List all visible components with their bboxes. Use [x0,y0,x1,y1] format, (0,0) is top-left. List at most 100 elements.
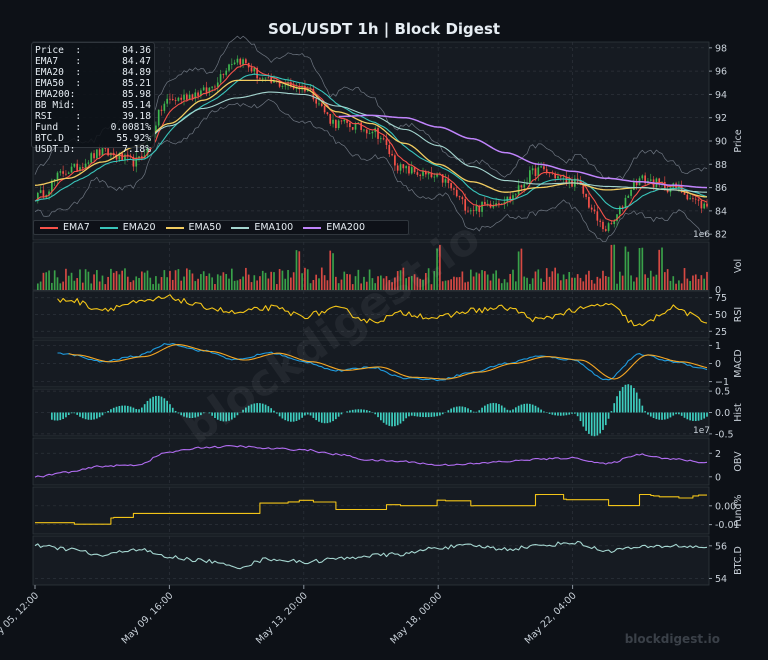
hist-offset-label: 1e7 [693,426,710,436]
volume-bar [459,277,461,290]
hist-bar [658,413,660,420]
volume-bar [701,275,703,290]
info-row: Price :84.36 [35,45,151,56]
hist-bar [284,413,286,421]
rsi-ylabel: RSI [733,307,744,322]
volume-bar [189,270,191,290]
volume-bar [93,274,95,290]
volume-bar [43,273,45,290]
hist-bar [433,413,435,417]
hist-bar [571,413,573,414]
candle-body [411,167,413,173]
hist-bar [439,413,441,416]
hist-bar [515,407,517,412]
candle-body [40,190,42,193]
candle-body [633,181,635,190]
hist-bar [79,413,81,417]
hist-bar [161,397,163,413]
volume-bar [48,270,50,290]
hist-ylabel: Hist [733,403,744,422]
hist-bar [582,413,584,427]
volume-bar [656,275,658,290]
candle-body [473,210,475,211]
candle-body [262,78,264,79]
candle-body [76,164,78,171]
volume-bar [155,276,157,290]
candle-body [529,170,531,182]
candle-body [343,120,345,122]
volume-bar [304,268,306,290]
hist-bar [405,413,407,419]
volume-bar [335,277,337,290]
candle-body [220,74,222,82]
candle-body [630,190,632,196]
candle-body [237,59,239,63]
volume-bar [582,281,584,290]
hist-bar [327,413,329,424]
candle-body [57,173,59,180]
candle-body [180,98,182,100]
info-row: Fund :0.0081% [35,122,151,133]
hist-bar [481,408,483,413]
candle-body [464,199,466,211]
hist-bar [380,413,382,421]
hist-bar [307,413,309,415]
candle-body [597,211,599,220]
volume-bar [616,284,618,290]
info-key: EMA50 : [35,78,81,89]
candle-body [445,179,447,182]
candle-body [203,87,205,90]
candle-body [268,78,270,79]
volume-bar [265,273,267,290]
candle-body [321,104,323,106]
hist-bar [335,413,337,420]
hist-bar [552,413,554,415]
info-value: 85.98 [122,89,151,100]
volume-bar [636,277,638,290]
legend-item: EMA7 [40,222,90,233]
candle-body [627,196,629,198]
volume-bar [113,273,115,290]
volume-bar [661,248,663,290]
candle-body [369,133,371,134]
candle-body [377,128,379,139]
hist-bar [155,396,157,413]
candle-body [521,185,523,187]
hist-bar [478,410,480,412]
candle-body [518,185,520,194]
hist-bar [625,385,627,413]
btcd-ytick-label-1: 56 [715,541,727,552]
candle-body [484,202,486,204]
hist-bar [667,413,669,419]
hist-bar [346,411,348,412]
volume-bar [667,269,669,290]
candle-body [447,179,449,183]
volume-bar [279,269,281,290]
hist-bar [684,413,686,418]
volume-bar [220,276,222,290]
candle-body [265,78,267,79]
volume-bar [490,281,492,290]
volume-bar [104,284,106,290]
volume-bar [133,280,135,290]
candle-body [360,122,362,129]
hist-bar [641,406,643,413]
volume-bar [681,283,683,290]
legend-item: EMA200 [303,222,365,233]
hist-bar [630,385,632,412]
candle-body [588,197,590,208]
candle-body [625,198,627,208]
info-key: Price : [35,45,81,56]
hist-bar [324,413,326,424]
obv-ytick-label-0: 0 [715,472,721,483]
candle-body [405,166,407,168]
hist-bar [279,413,281,417]
volume-bar [110,269,112,290]
volume-bar [495,270,497,290]
candle-body [692,198,694,199]
candle-body [223,74,225,75]
volume-bar [568,272,570,290]
hist-bar [318,413,320,422]
volume-bar [571,278,573,290]
